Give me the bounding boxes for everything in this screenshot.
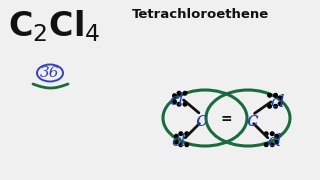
Circle shape <box>278 96 282 100</box>
Text: c: c <box>246 111 258 129</box>
Circle shape <box>183 91 187 95</box>
Text: =: = <box>221 112 232 126</box>
Text: 36: 36 <box>40 66 60 80</box>
Circle shape <box>264 143 268 147</box>
Text: cl: cl <box>170 92 184 109</box>
Circle shape <box>185 132 188 136</box>
Circle shape <box>278 102 282 106</box>
Circle shape <box>274 93 277 97</box>
Circle shape <box>179 143 183 147</box>
Circle shape <box>275 140 278 144</box>
Text: C$_2$Cl$_4$: C$_2$Cl$_4$ <box>8 8 100 44</box>
Circle shape <box>275 134 278 138</box>
Circle shape <box>270 132 274 136</box>
Circle shape <box>173 94 176 98</box>
Circle shape <box>174 134 178 138</box>
Circle shape <box>174 140 178 144</box>
Circle shape <box>183 102 187 106</box>
Circle shape <box>173 100 176 103</box>
Circle shape <box>270 143 274 147</box>
Text: cl: cl <box>270 94 285 111</box>
Circle shape <box>264 132 268 136</box>
Text: cl: cl <box>267 133 282 150</box>
Text: cl: cl <box>172 133 186 150</box>
Circle shape <box>268 93 271 97</box>
Circle shape <box>274 105 277 108</box>
Circle shape <box>177 102 181 106</box>
Circle shape <box>177 91 181 95</box>
Circle shape <box>268 105 271 108</box>
Text: c: c <box>195 111 207 129</box>
Text: Tetrachloroethene: Tetrachloroethene <box>132 8 268 21</box>
Circle shape <box>185 143 188 147</box>
Circle shape <box>179 132 183 136</box>
